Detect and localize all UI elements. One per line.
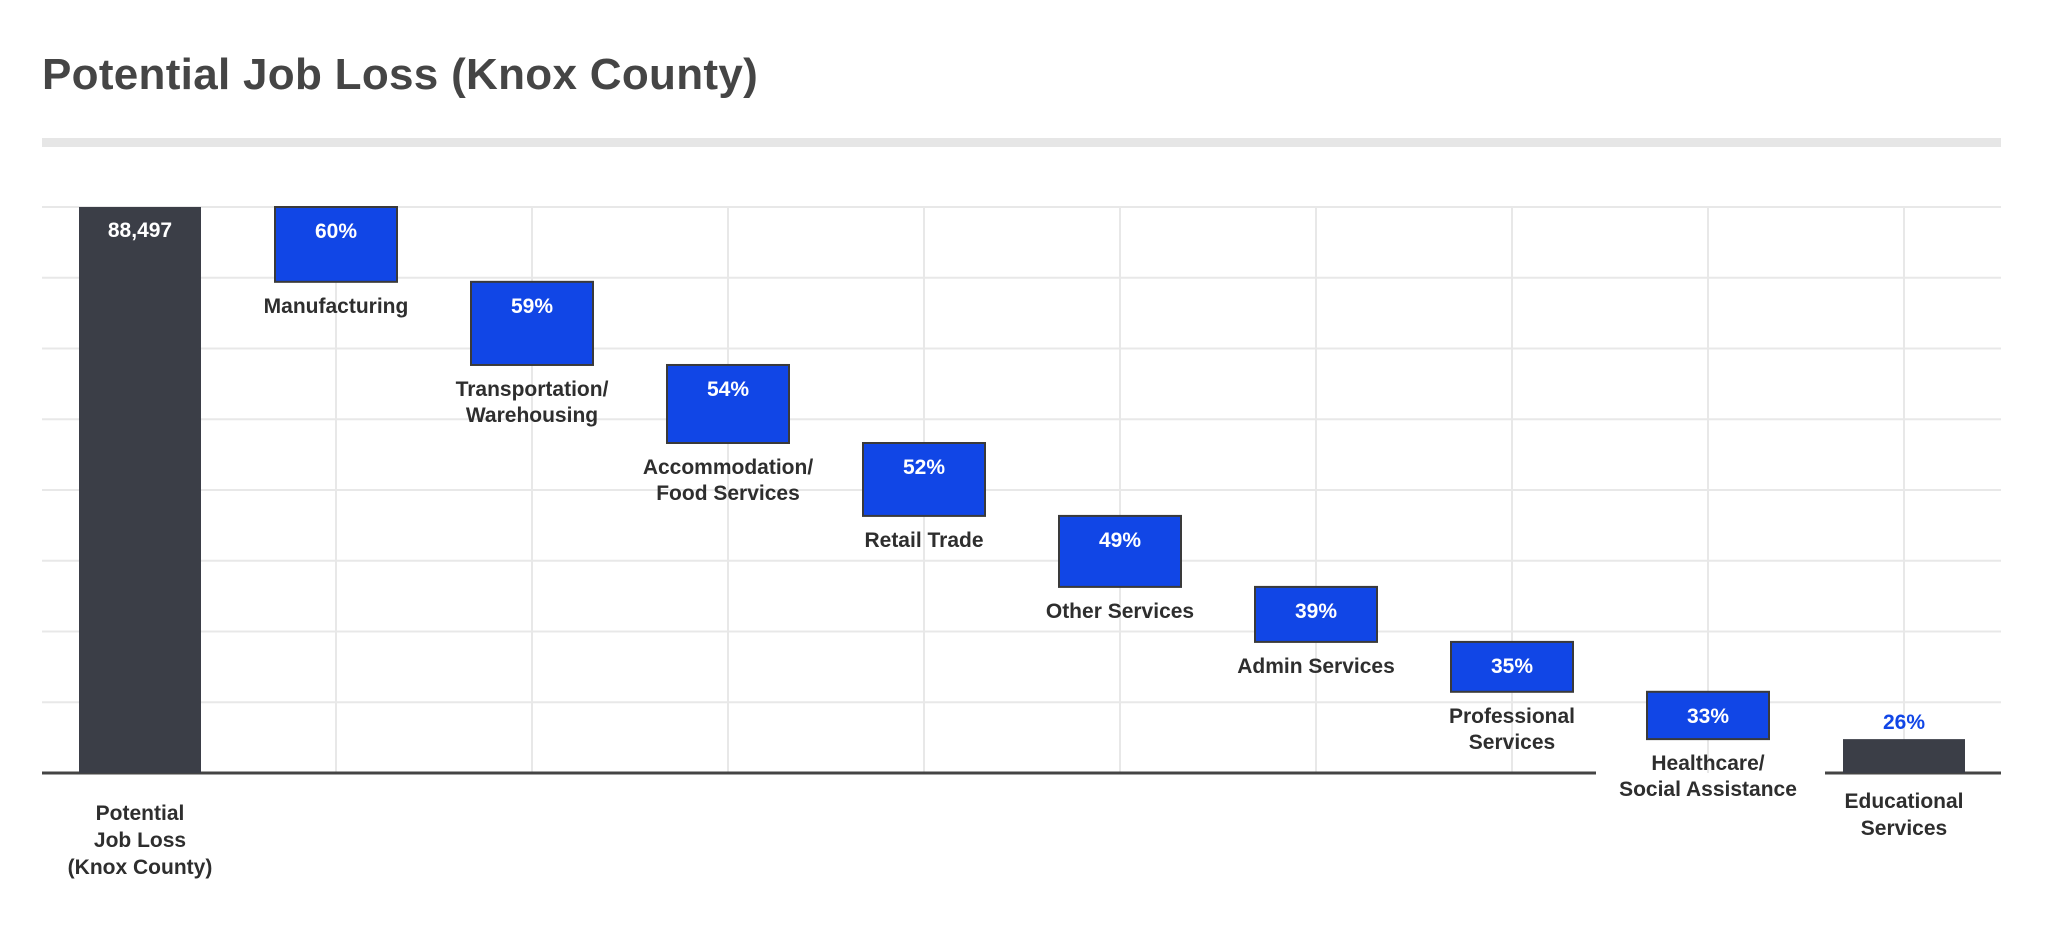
data-label-manufacturing: 60% — [315, 220, 357, 243]
chart-title: Potential Job Loss (Knox County) — [42, 50, 759, 99]
data-label-accommodation-food-services: 54% — [707, 378, 749, 401]
data-label-other-services: 49% — [1099, 529, 1141, 552]
data-label-admin-services: 39% — [1295, 600, 1337, 623]
category-label-educational-services: Services — [1861, 817, 1947, 840]
category-label-accommodation-food-services: Accommodation/ — [643, 456, 814, 479]
category-label-total: (Knox County) — [68, 856, 213, 879]
bar-transportation-warehousing — [470, 280, 594, 366]
data-label-educational-services: 26% — [1883, 711, 1925, 734]
data-label-retail-trade: 52% — [903, 456, 945, 479]
bar-manufacturing — [274, 206, 398, 283]
category-label-healthcare-social-assistance: Social Assistance — [1619, 778, 1797, 801]
bar-retail-trade — [862, 442, 986, 517]
category-label-admin-services: Admin Services — [1237, 655, 1395, 678]
title-divider — [42, 138, 2001, 147]
bar-accommodation-food-services — [666, 363, 790, 445]
data-label-transportation-warehousing: 59% — [511, 295, 553, 318]
bar-healthcare-social-assistance — [1646, 690, 1770, 741]
category-label-manufacturing: Manufacturing — [264, 295, 409, 318]
category-label-educational-services: Educational — [1844, 790, 1963, 813]
data-label-professional-services: 35% — [1491, 655, 1533, 678]
category-label-transportation-warehousing: Warehousing — [466, 404, 598, 427]
data-label-healthcare-social-assistance: 33% — [1687, 705, 1729, 728]
bar-admin-services — [1254, 585, 1378, 643]
category-label-healthcare-social-assistance: Healthcare/ — [1651, 752, 1764, 775]
category-label-other-services: Other Services — [1046, 600, 1194, 623]
data-label-total: 88,497 — [108, 219, 172, 242]
category-label-accommodation-food-services: Food Services — [656, 482, 800, 505]
bar-educational-services — [1843, 739, 1965, 773]
bar-professional-services — [1450, 640, 1574, 693]
category-label-total: Potential — [96, 802, 185, 825]
category-label-transportation-warehousing: Transportation/ — [456, 378, 609, 401]
bar-other-services — [1058, 514, 1182, 588]
category-label-professional-services: Professional — [1449, 705, 1575, 728]
category-label-total: Job Loss — [94, 829, 186, 852]
category-label-professional-services: Services — [1469, 731, 1555, 754]
bar-total — [79, 207, 201, 773]
category-label-retail-trade: Retail Trade — [864, 529, 983, 552]
